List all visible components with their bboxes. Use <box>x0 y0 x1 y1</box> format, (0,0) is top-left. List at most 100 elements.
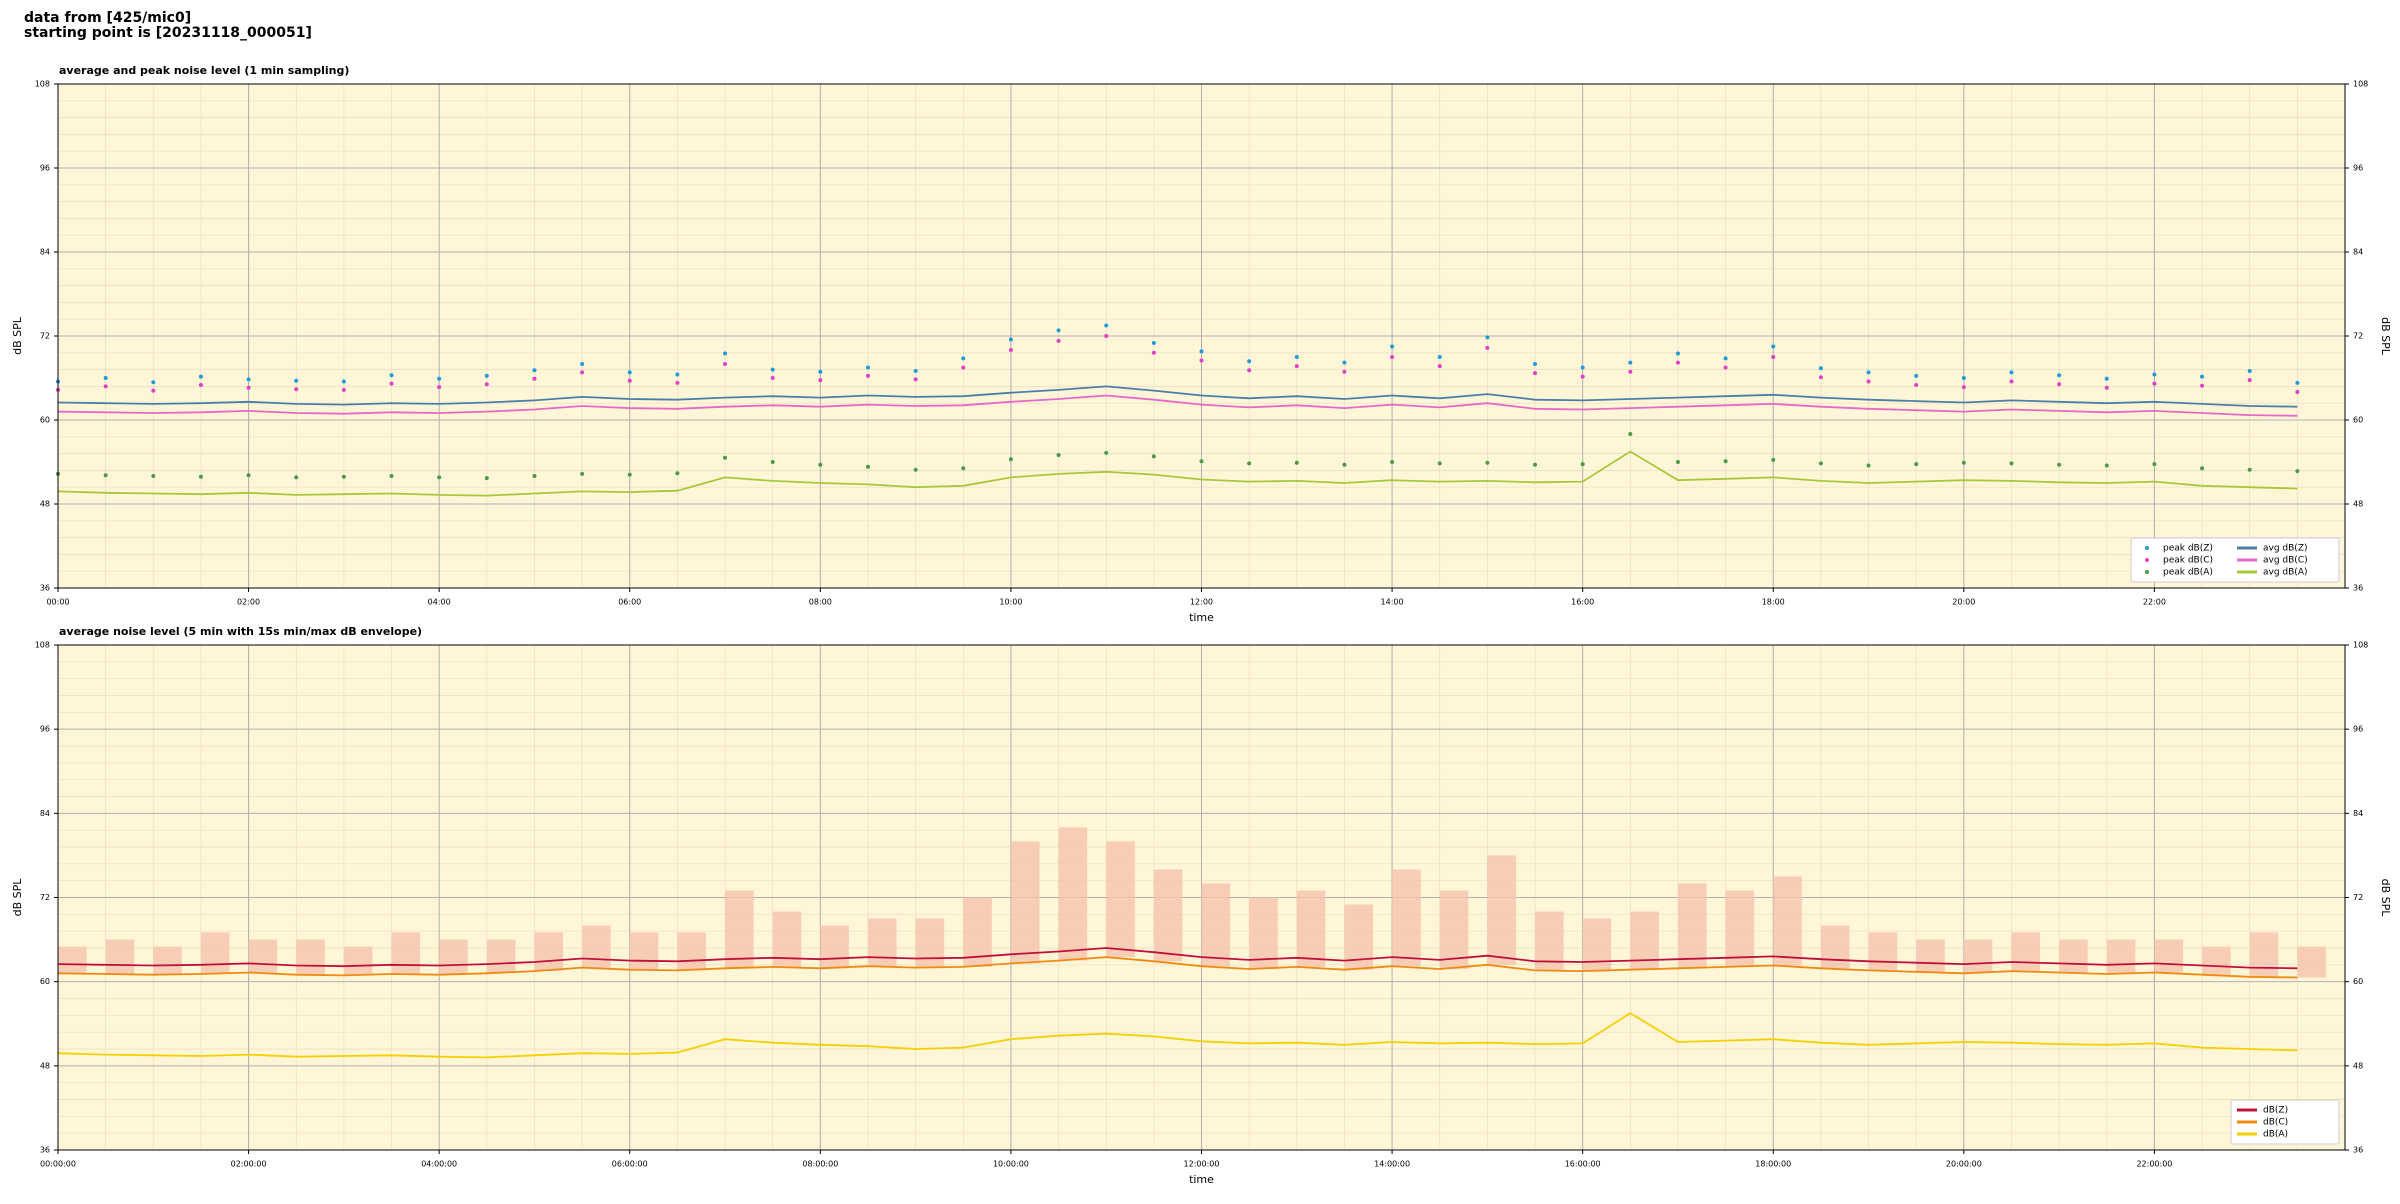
envelope-bar <box>1963 939 1993 974</box>
envelope-bar <box>1487 855 1516 965</box>
scatter-point <box>1914 462 1919 467</box>
legend-marker <box>2145 570 2149 574</box>
scatter-point <box>1533 362 1538 366</box>
scatter-point <box>1104 450 1109 455</box>
scatter-point <box>2200 374 2205 379</box>
scatter-point <box>1199 358 1204 363</box>
y-tick-label: 48 <box>2353 1061 2363 1070</box>
x-tick-label: 22:00 <box>2143 598 2166 607</box>
y-tick-label: 36 <box>2353 1146 2363 1155</box>
scatter-point <box>294 378 299 383</box>
scatter-point <box>961 365 966 370</box>
y-tick-label: 96 <box>2353 725 2363 734</box>
y-tick-label: 60 <box>40 977 50 986</box>
x-tick-label: 18:00:00 <box>1755 1160 1791 1169</box>
envelope-bar <box>2297 946 2326 978</box>
line-series <box>57 385 2298 408</box>
envelope-bar <box>1725 890 1755 967</box>
scatter-point <box>151 388 156 393</box>
scatter-point <box>1961 460 1966 465</box>
scatter-point <box>1675 351 1680 356</box>
scatter-point <box>818 369 823 374</box>
scatter-point <box>1104 323 1109 328</box>
scatter-point <box>1247 461 1252 466</box>
y-tick-label: 84 <box>2353 248 2363 257</box>
scatter-point <box>151 380 156 385</box>
y-tick-label: 96 <box>40 164 50 173</box>
scatter-point <box>1342 360 1347 365</box>
scatter-point <box>1437 355 1442 359</box>
envelope-bar <box>1820 925 1850 969</box>
scatter-point <box>1342 369 1347 374</box>
envelope-bar <box>1058 827 1088 961</box>
envelope-bar <box>486 939 516 974</box>
y-tick-label: 36 <box>40 584 50 593</box>
scatter-point <box>341 474 346 479</box>
x-tick-label: 18:00 <box>1762 598 1785 607</box>
x-tick-label: 02:00 <box>237 598 260 607</box>
scatter-point <box>1771 457 1776 462</box>
legend-marker <box>2145 558 2149 562</box>
scatter-point <box>961 356 966 361</box>
scatter-point <box>1056 338 1061 343</box>
scatter-point <box>1580 374 1585 379</box>
y-tick-label: 72 <box>40 893 50 902</box>
scatter-point <box>1866 370 1871 375</box>
scatter-point <box>1485 335 1490 340</box>
scatter-point <box>1056 328 1061 333</box>
scatter-point <box>723 455 728 460</box>
scatter-point <box>1723 365 1728 370</box>
scatter-point <box>437 385 442 390</box>
envelope-bar <box>1677 883 1707 969</box>
y-tick-label: 84 <box>40 809 50 818</box>
envelope-bar <box>1010 841 1040 964</box>
y-tick-label: 96 <box>2353 164 2363 173</box>
y-axis-label: dB SPL <box>11 316 24 355</box>
scatter-point <box>532 368 537 373</box>
x-tick-label: 04:00 <box>428 598 451 607</box>
x-tick-label: 20:00:00 <box>1946 1160 1982 1169</box>
scatter-point <box>1342 462 1347 467</box>
scatter-point <box>2152 462 2157 467</box>
scatter-point <box>1961 385 1966 390</box>
scatter-point <box>1533 462 1538 467</box>
scatter-point <box>198 374 203 379</box>
scatter-point <box>1247 359 1252 364</box>
x-tick-label: 08:00 <box>809 598 832 607</box>
line-series <box>57 450 2298 497</box>
scatter-point <box>1675 460 1680 464</box>
y-tick-label: 108 <box>35 80 50 89</box>
scatter-point <box>389 373 394 378</box>
scatter-point <box>627 472 632 477</box>
scatter-point <box>627 370 632 375</box>
x-tick-label: 02:00:00 <box>231 1160 267 1169</box>
scatter-point <box>1771 344 1776 349</box>
envelope-bar <box>2106 939 2136 974</box>
scatter-point <box>1390 460 1395 464</box>
envelope-bar <box>1773 876 1802 966</box>
envelope-bar <box>2202 946 2231 975</box>
scatter-point <box>1151 341 1156 345</box>
scatter-point <box>294 475 299 480</box>
x-tick-label: 10:00:00 <box>993 1160 1029 1169</box>
envelope-bar <box>1201 883 1231 967</box>
scatter-point <box>1104 334 1109 338</box>
scatter-point <box>103 384 108 389</box>
legend-label: peak dB(C) <box>2163 556 2213 566</box>
scatter-point <box>198 474 203 479</box>
scatter-point <box>246 377 251 382</box>
scatter-point <box>532 474 537 478</box>
header-line: data from [425/mic0] <box>24 10 191 26</box>
scatter-point <box>1390 355 1395 359</box>
scatter-point <box>580 471 585 476</box>
x-tick-label: 14:00 <box>1381 598 1404 607</box>
y-tick-label: 60 <box>40 416 50 425</box>
chart-title: average noise level (5 min with 15s min/… <box>59 625 422 638</box>
scatter-point <box>2247 467 2252 472</box>
envelope-bar <box>153 946 182 975</box>
scatter-point <box>913 369 918 373</box>
x-tick-label: 14:00:00 <box>1374 1160 1410 1169</box>
scatter-point <box>1914 373 1919 378</box>
y-axis-label: dB SPL <box>2379 317 2392 356</box>
